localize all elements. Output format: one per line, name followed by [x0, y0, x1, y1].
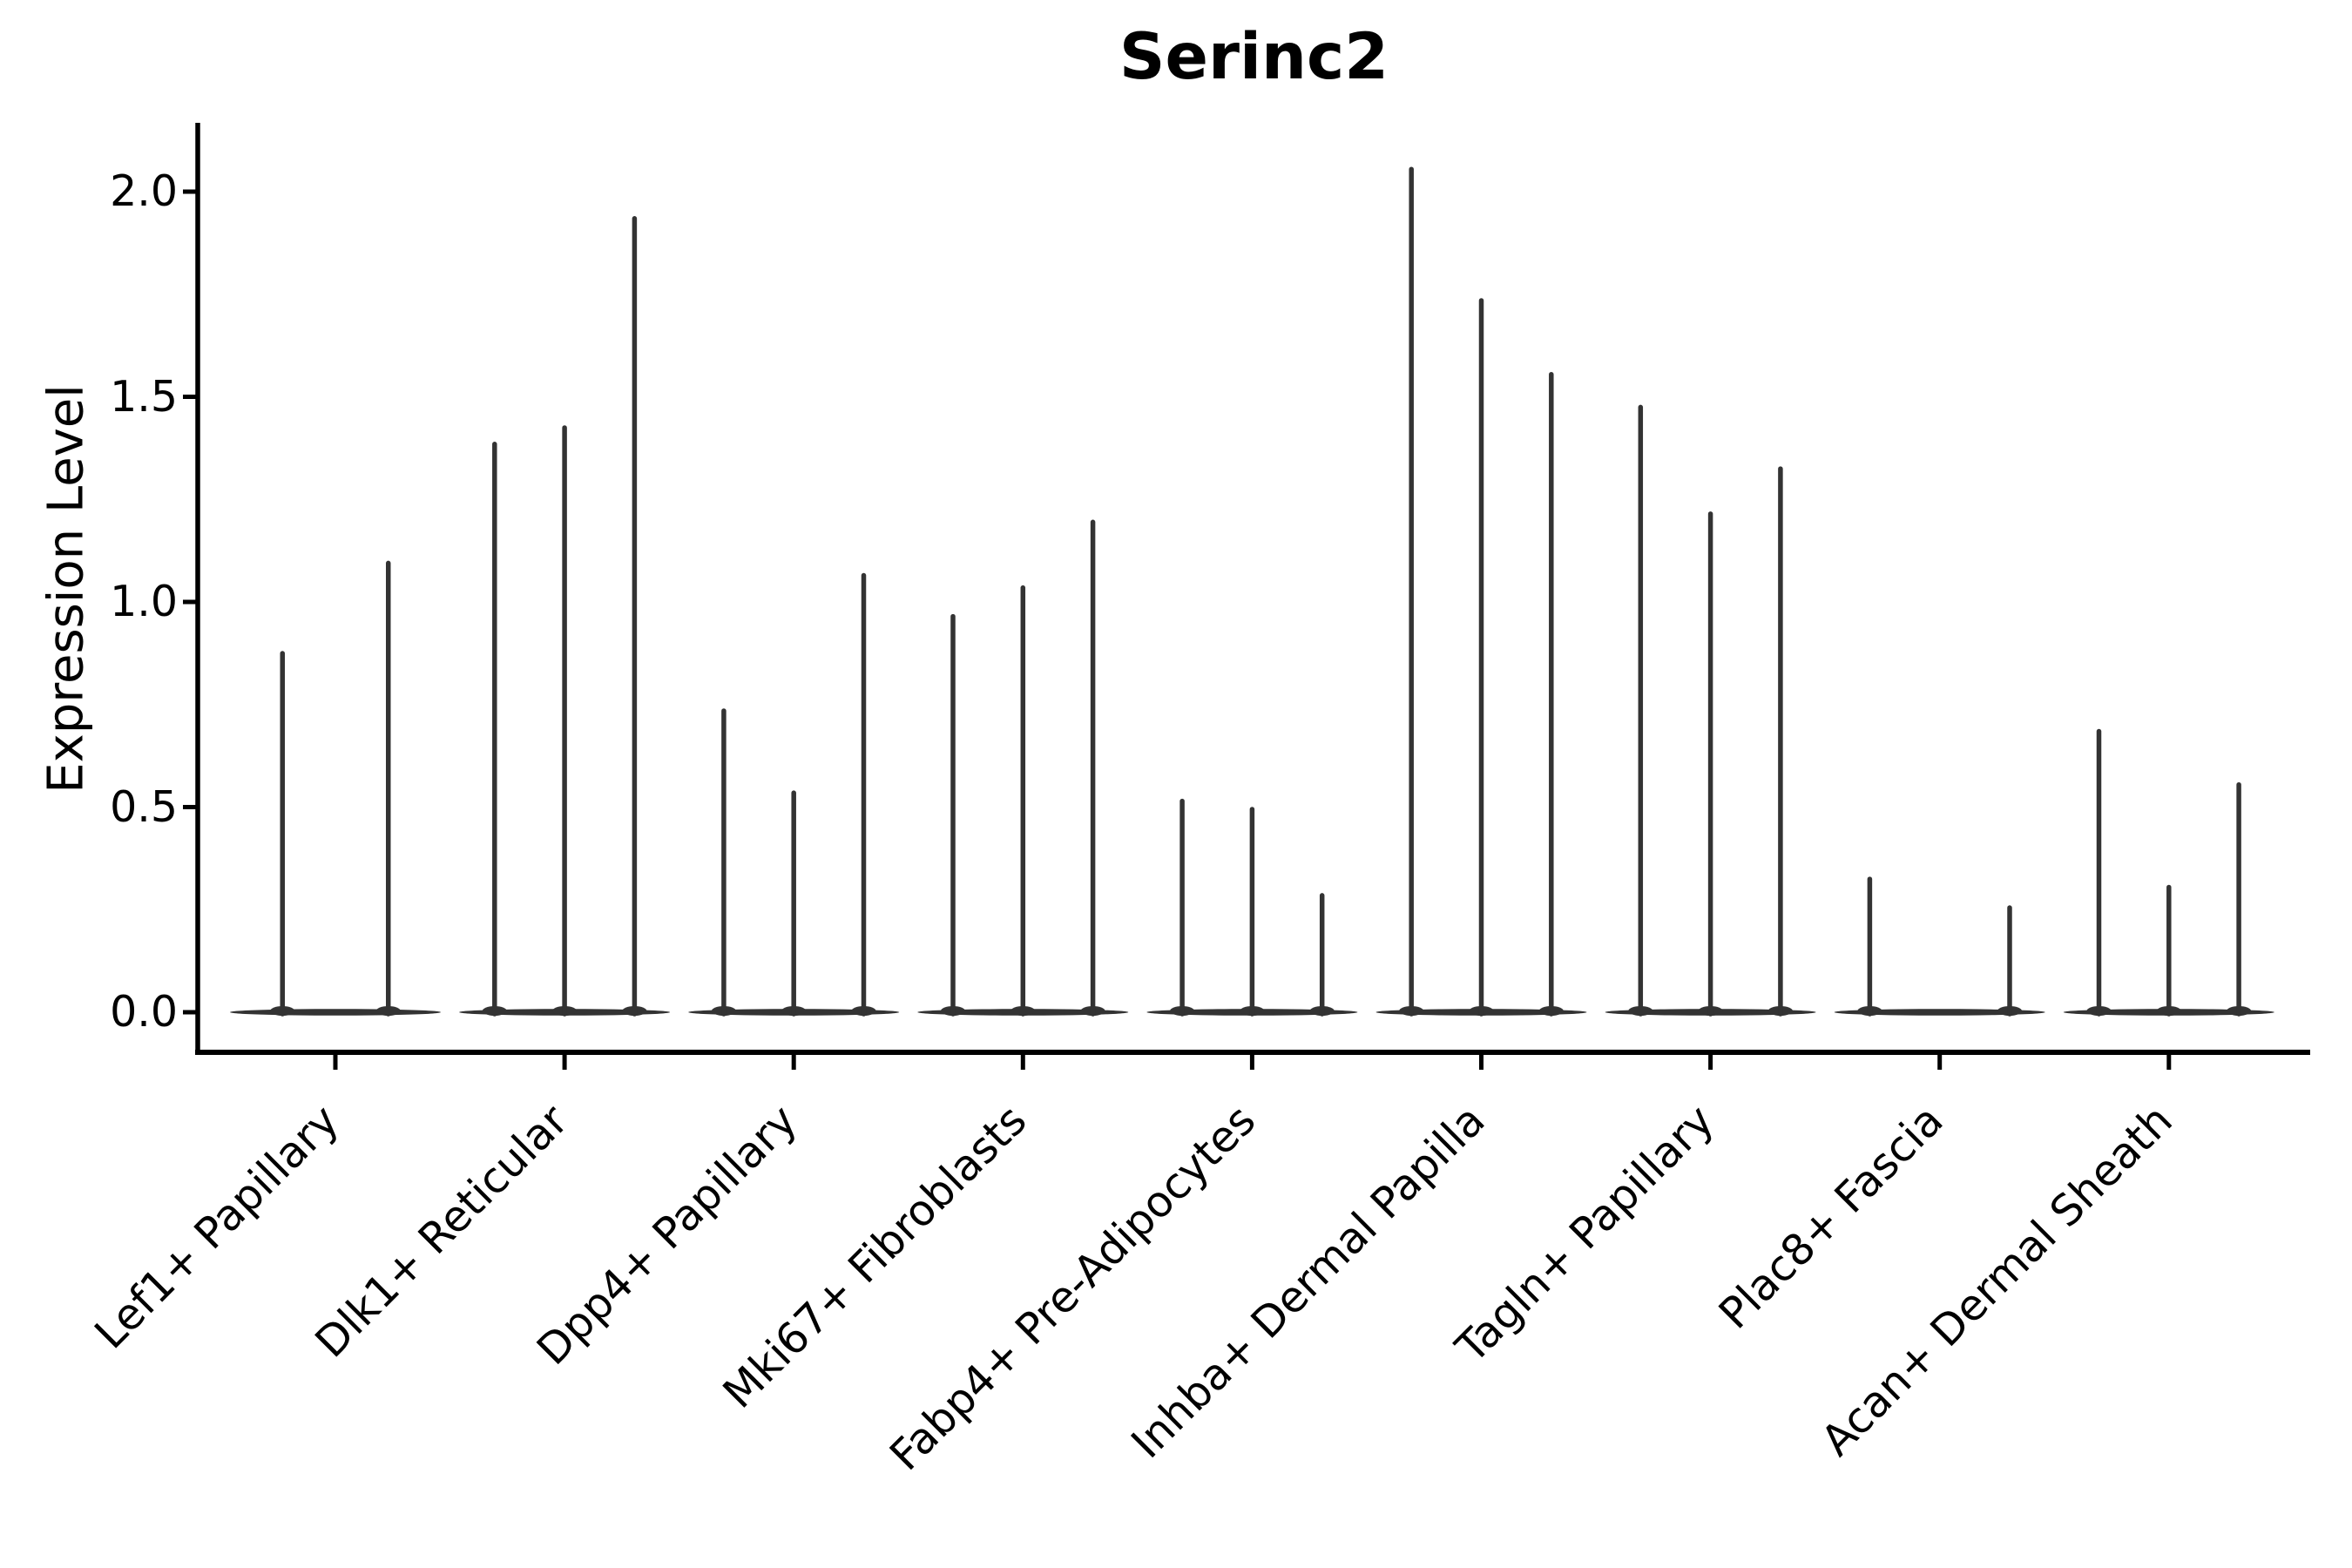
y-tick-label: 1.5: [110, 371, 178, 422]
y-tick-label: 0.5: [110, 781, 178, 832]
y-tick-label: 2.0: [110, 166, 178, 216]
y-tick-label: 0.0: [110, 987, 178, 1037]
chart-title: Serinc2: [1119, 20, 1389, 94]
violin-base: [1834, 1009, 2045, 1016]
y-tick-label: 1.0: [110, 577, 178, 626]
violin-base: [230, 1009, 441, 1016]
